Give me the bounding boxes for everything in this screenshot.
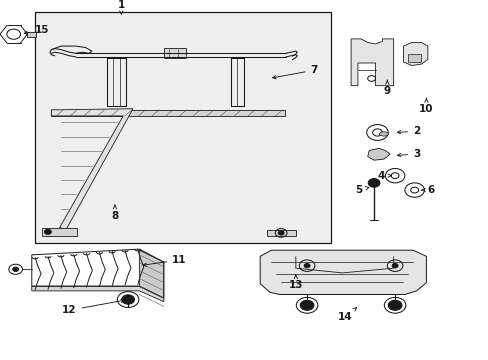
Circle shape xyxy=(391,264,397,268)
Text: 6: 6 xyxy=(421,185,434,195)
Polygon shape xyxy=(266,230,295,236)
Bar xyxy=(27,32,36,37)
Text: 12: 12 xyxy=(62,299,124,315)
Text: 10: 10 xyxy=(418,98,433,114)
FancyBboxPatch shape xyxy=(41,228,77,236)
Ellipse shape xyxy=(379,132,387,136)
Text: 9: 9 xyxy=(383,80,390,96)
Circle shape xyxy=(367,179,379,187)
Polygon shape xyxy=(260,250,426,294)
Circle shape xyxy=(304,264,309,268)
Text: 8: 8 xyxy=(111,205,118,221)
Text: 13: 13 xyxy=(288,275,303,290)
Circle shape xyxy=(44,229,51,234)
Polygon shape xyxy=(139,250,163,298)
Polygon shape xyxy=(403,42,427,66)
Bar xyxy=(35,12,330,243)
Text: 7: 7 xyxy=(272,65,317,79)
Polygon shape xyxy=(51,110,284,116)
Circle shape xyxy=(300,300,313,310)
Circle shape xyxy=(13,267,19,271)
Polygon shape xyxy=(32,286,163,302)
Text: 11: 11 xyxy=(143,255,186,266)
Polygon shape xyxy=(350,39,393,86)
Circle shape xyxy=(278,231,284,235)
Circle shape xyxy=(387,300,401,310)
Polygon shape xyxy=(367,148,389,160)
Text: 4: 4 xyxy=(377,171,390,181)
Text: 14: 14 xyxy=(337,308,356,323)
Text: 2: 2 xyxy=(397,126,420,136)
Polygon shape xyxy=(51,109,133,230)
Bar xyxy=(407,54,420,62)
Circle shape xyxy=(122,295,134,304)
Text: 1: 1 xyxy=(118,0,124,14)
Text: 15: 15 xyxy=(24,24,50,35)
Bar xyxy=(163,48,185,58)
Text: 3: 3 xyxy=(397,149,420,159)
Text: 5: 5 xyxy=(355,185,368,195)
